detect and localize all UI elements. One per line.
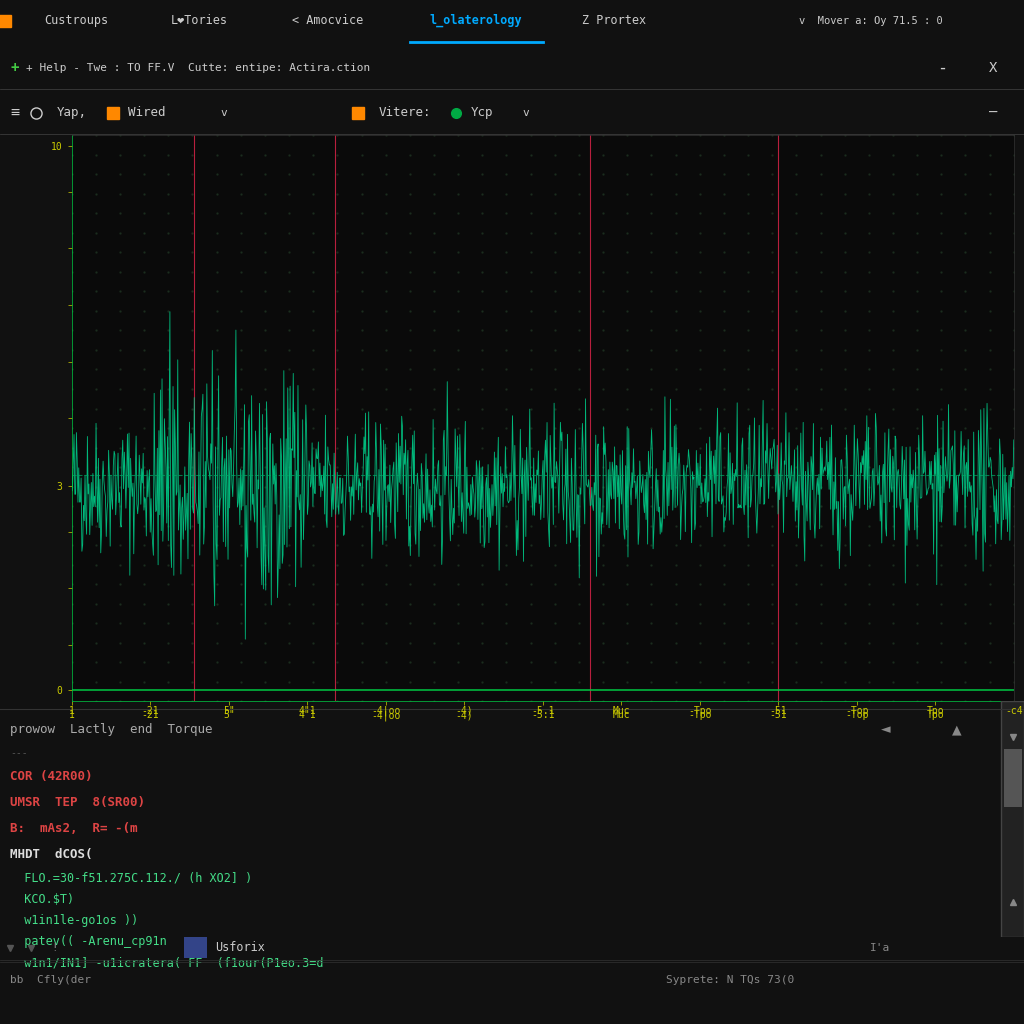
Text: v  Mover a: Oy 71.5 : 0: v Mover a: Oy 71.5 : 0	[799, 15, 942, 26]
Text: -: -	[937, 59, 947, 77]
Text: w1n1/IN1] -u1icratera( FF  (f1our(P1eo.3=d: w1n1/IN1] -u1icratera( FF (f1our(P1eo.3=…	[10, 956, 324, 970]
Text: Custroups: Custroups	[45, 14, 109, 28]
Text: bb  Cfly(der: bb Cfly(der	[10, 975, 91, 984]
Text: —: —	[989, 105, 997, 120]
Text: Usforix: Usforix	[215, 941, 265, 954]
Text: 4"1: 4"1	[298, 706, 316, 716]
Text: v: v	[522, 108, 529, 118]
Text: 5": 5"	[223, 706, 234, 716]
Bar	[1004, 749, 1022, 807]
Text: -51: -51	[769, 706, 787, 716]
Text: Wired: Wired	[128, 106, 166, 119]
Text: ▲: ▲	[952, 723, 962, 736]
Text: X: X	[989, 61, 997, 75]
Text: Ycp: Ycp	[471, 106, 494, 119]
Text: MHDT  dCOS(: MHDT dCOS(	[10, 848, 93, 861]
Text: Vitere:: Vitere:	[379, 106, 431, 119]
Text: Yap,: Yap,	[56, 106, 86, 119]
Text: Syprete: N TQs 73(0: Syprete: N TQs 73(0	[666, 975, 794, 984]
Bar	[1001, 701, 1024, 937]
Text: + Help - Twe : TO FF.V  Cutte: entipe: Actira.ction: + Help - Twe : TO FF.V Cutte: entipe: Ac…	[26, 63, 370, 73]
Text: w1in1le-go1os )): w1in1le-go1os ))	[10, 914, 138, 927]
Text: -4|oo: -4|oo	[371, 706, 400, 716]
Text: 1: 1	[69, 706, 75, 716]
Text: B:  mAs2,  R= -(m: B: mAs2, R= -(m	[10, 822, 138, 836]
Text: < Amocvice: < Amocvice	[292, 14, 364, 28]
Text: -c4: -c4	[1005, 706, 1023, 716]
Text: l_olaterology: l_olaterology	[430, 14, 522, 28]
Text: ◄: ◄	[881, 723, 890, 736]
Text: patev(( -Arenu_cp91n: patev(( -Arenu_cp91n	[10, 935, 167, 948]
Text: v: v	[220, 108, 227, 118]
Text: !: !	[51, 943, 58, 952]
Text: FLO.=30-f51.275C.112./ (h XO2] ): FLO.=30-f51.275C.112./ (h XO2] )	[10, 871, 253, 885]
Text: prowow  Lactly  end  Torque: prowow Lactly end Torque	[10, 723, 213, 736]
Text: -5.1: -5.1	[531, 706, 554, 716]
Text: Tpo: Tpo	[927, 706, 944, 716]
Text: -Tpo: -Tpo	[688, 706, 712, 716]
Text: ---: ---	[10, 749, 28, 758]
Text: L❤Tories: L❤Tories	[171, 14, 228, 28]
Text: I'a: I'a	[870, 943, 891, 952]
Text: ≡: ≡	[10, 105, 19, 120]
Text: UMSR  TEP  8(SR00): UMSR TEP 8(SR00)	[10, 797, 145, 809]
Bar	[184, 938, 207, 958]
Text: -4): -4)	[456, 706, 473, 716]
Text: Z Prortex: Z Prortex	[583, 14, 646, 28]
Text: -Top: -Top	[845, 706, 868, 716]
Text: +: +	[10, 61, 18, 75]
Text: -21: -21	[141, 706, 159, 716]
Text: COR (42R00): COR (42R00)	[10, 770, 93, 783]
Text: KCO.$T): KCO.$T)	[10, 893, 75, 906]
Text: Muc: Muc	[612, 706, 630, 716]
